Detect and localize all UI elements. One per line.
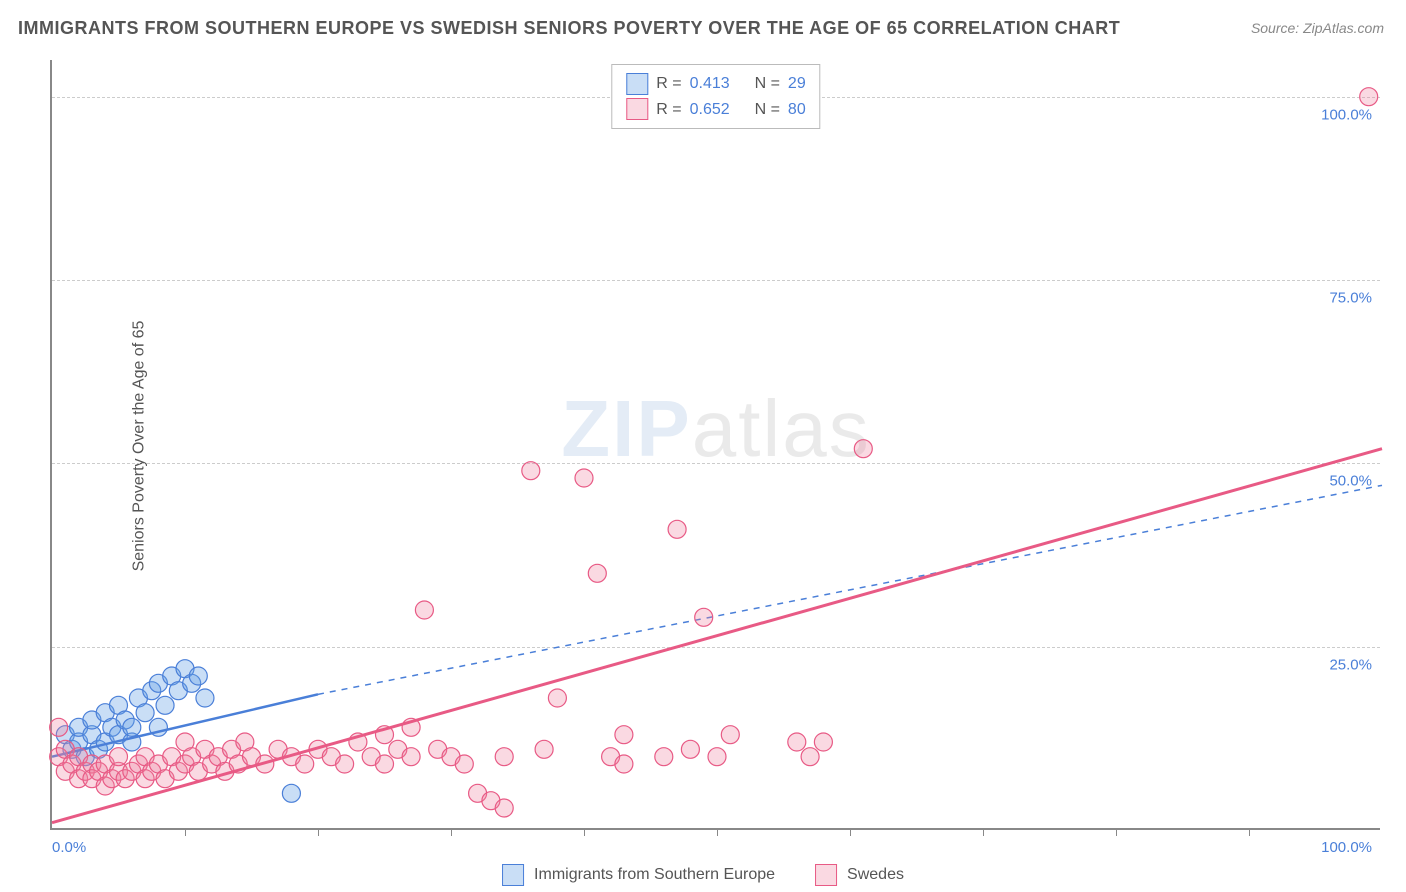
x-minor-tick bbox=[983, 828, 984, 836]
correlation-legend: R = 0.413 N = 29 R = 0.652 N = 80 bbox=[611, 64, 820, 129]
data-point bbox=[50, 718, 68, 736]
x-minor-tick bbox=[1116, 828, 1117, 836]
data-point bbox=[854, 440, 872, 458]
plot-area: ZIPatlas 25.0%50.0%75.0%100.0% R = 0.413… bbox=[50, 60, 1380, 830]
data-point bbox=[615, 755, 633, 773]
legend-item-pink: Swedes bbox=[815, 864, 904, 886]
swatch-blue-icon bbox=[502, 864, 524, 886]
data-point bbox=[814, 733, 832, 751]
data-point bbox=[681, 740, 699, 758]
legend-n-label: N = bbox=[755, 71, 780, 97]
data-point bbox=[1360, 88, 1378, 106]
data-point bbox=[655, 748, 673, 766]
source-value: ZipAtlas.com bbox=[1303, 20, 1384, 36]
legend-n-pink: 80 bbox=[788, 97, 806, 123]
data-point bbox=[522, 462, 540, 480]
x-minor-tick bbox=[1249, 828, 1250, 836]
swatch-pink-icon bbox=[815, 864, 837, 886]
series-legend: Immigrants from Southern Europe Swedes bbox=[502, 864, 904, 886]
legend-row-blue: R = 0.413 N = 29 bbox=[626, 71, 805, 97]
legend-r-blue: 0.413 bbox=[690, 71, 730, 97]
x-minor-tick bbox=[451, 828, 452, 836]
data-point bbox=[495, 799, 513, 817]
x-minor-tick bbox=[717, 828, 718, 836]
data-point bbox=[668, 520, 686, 538]
data-point bbox=[455, 755, 473, 773]
data-point bbox=[495, 748, 513, 766]
data-point bbox=[588, 564, 606, 582]
legend-r-label: R = bbox=[656, 71, 681, 97]
data-point bbox=[189, 667, 207, 685]
legend-n-blue: 29 bbox=[788, 71, 806, 97]
data-point bbox=[415, 601, 433, 619]
data-point bbox=[376, 755, 394, 773]
data-point bbox=[788, 733, 806, 751]
legend-label-pink: Swedes bbox=[847, 866, 904, 884]
x-tick-max: 100.0% bbox=[1321, 839, 1372, 856]
data-point bbox=[575, 469, 593, 487]
data-point bbox=[615, 726, 633, 744]
legend-item-blue: Immigrants from Southern Europe bbox=[502, 864, 775, 886]
data-point bbox=[196, 689, 214, 707]
legend-r-label: R = bbox=[656, 97, 681, 123]
trend-line-extrapolated bbox=[318, 485, 1382, 694]
data-point bbox=[801, 748, 819, 766]
data-point bbox=[535, 740, 553, 758]
data-point bbox=[156, 696, 174, 714]
data-point bbox=[282, 784, 300, 802]
chart-title: IMMIGRANTS FROM SOUTHERN EUROPE VS SWEDI… bbox=[18, 18, 1120, 39]
x-tick-min: 0.0% bbox=[52, 839, 86, 856]
data-point bbox=[708, 748, 726, 766]
data-point bbox=[336, 755, 354, 773]
legend-r-pink: 0.652 bbox=[690, 97, 730, 123]
swatch-pink-icon bbox=[626, 98, 648, 120]
data-point bbox=[296, 755, 314, 773]
trend-line bbox=[52, 449, 1382, 823]
x-minor-tick bbox=[850, 828, 851, 836]
source-attribution: Source: ZipAtlas.com bbox=[1251, 20, 1384, 36]
data-point bbox=[695, 608, 713, 626]
data-point bbox=[721, 726, 739, 744]
legend-row-pink: R = 0.652 N = 80 bbox=[626, 97, 805, 123]
legend-n-label: N = bbox=[755, 97, 780, 123]
swatch-blue-icon bbox=[626, 73, 648, 95]
data-point bbox=[110, 748, 128, 766]
x-minor-tick bbox=[185, 828, 186, 836]
source-label: Source: bbox=[1251, 20, 1299, 36]
scatter-svg bbox=[52, 60, 1380, 828]
data-point bbox=[548, 689, 566, 707]
x-minor-tick bbox=[584, 828, 585, 836]
data-point bbox=[136, 704, 154, 722]
data-point bbox=[402, 748, 420, 766]
legend-label-blue: Immigrants from Southern Europe bbox=[534, 866, 775, 884]
x-minor-tick bbox=[318, 828, 319, 836]
data-point bbox=[123, 718, 141, 736]
